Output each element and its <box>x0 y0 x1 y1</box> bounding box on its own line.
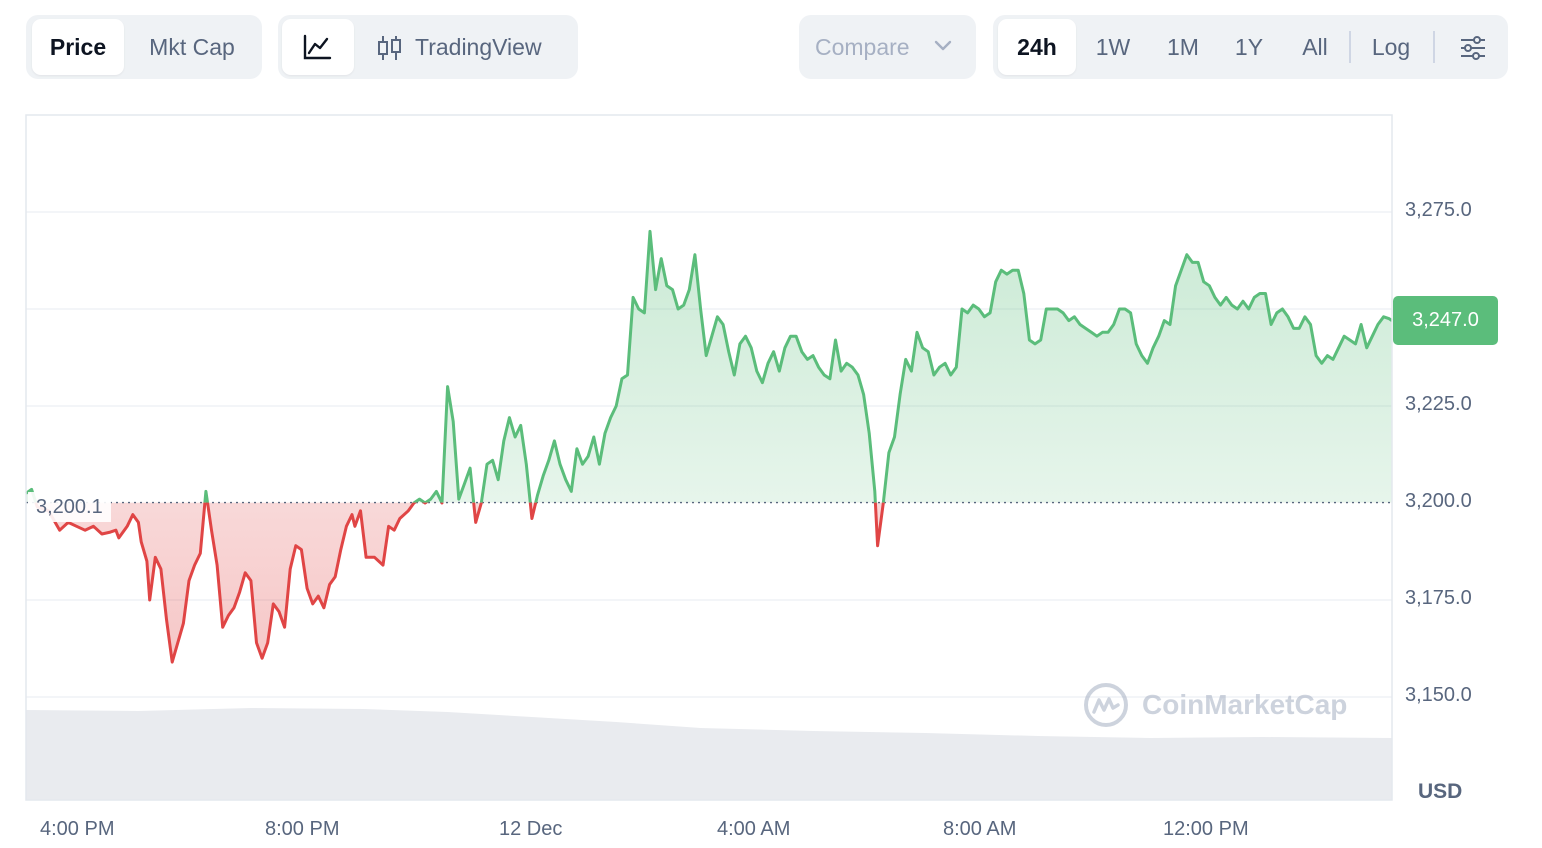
price-line-up <box>25 229 1393 503</box>
y-tick-label: 3,275.0 <box>1405 199 1472 221</box>
y-tick-label: 3,225.0 <box>1405 393 1472 415</box>
range-24h[interactable]: 24h <box>998 19 1076 75</box>
watermark-text: CoinMarketCap <box>1142 689 1348 720</box>
chevron-down-icon <box>934 40 952 52</box>
y-tick-label: 3,175.0 <box>1405 587 1472 609</box>
tradingview-button[interactable]: TradingView <box>364 19 570 75</box>
x-tick-label: 8:00 AM <box>943 818 1017 840</box>
price-line-down <box>34 502 885 664</box>
tradingview-label: TradingView <box>415 34 542 60</box>
chart-type-group: TradingView <box>278 15 578 79</box>
volume-area <box>26 708 1392 800</box>
current-price-label: 3,247.0 <box>1393 296 1498 345</box>
line-chart-icon <box>302 33 332 61</box>
range-all[interactable]: All <box>1302 34 1328 60</box>
tab-price[interactable]: Price <box>32 19 124 75</box>
candlestick-icon <box>376 35 404 61</box>
range-1m[interactable]: 1M <box>1167 34 1199 60</box>
settings-button[interactable] <box>1445 19 1501 75</box>
coinmarketcap-watermark: CoinMarketCap <box>1082 680 1347 730</box>
x-tick-label: 12:00 PM <box>1163 818 1249 840</box>
x-tick-label: 8:00 PM <box>265 818 340 840</box>
range-separator <box>1349 31 1351 63</box>
y-tick-label: 3,200.0 <box>1405 490 1472 512</box>
range-group: 24h 1W 1M 1Y All Log <box>993 15 1508 79</box>
x-tick-label: 4:00 AM <box>717 818 791 840</box>
base-price-label: 3,200.1 <box>28 492 111 522</box>
price-area-up <box>26 231 1392 503</box>
line-chart-button[interactable] <box>282 19 354 75</box>
range-1w[interactable]: 1W <box>1095 34 1131 60</box>
coinmarketcap-logo-icon <box>1082 681 1130 729</box>
log-separator <box>1433 31 1435 63</box>
tab-mkt-cap[interactable]: Mkt Cap <box>149 34 235 60</box>
compare-label: Compare <box>815 34 910 60</box>
metric-tab-group: Price Mkt Cap <box>26 15 262 79</box>
x-tick-label: 12 Dec <box>499 818 563 840</box>
x-tick-label: 4:00 PM <box>40 818 115 840</box>
log-toggle[interactable]: Log <box>1371 34 1411 60</box>
currency-label: USD <box>1418 780 1463 803</box>
sliders-icon <box>1459 36 1487 60</box>
price-area-down <box>26 502 1392 663</box>
plot-frame <box>25 114 1393 801</box>
compare-dropdown[interactable]: Compare <box>799 15 976 79</box>
range-1y[interactable]: 1Y <box>1234 34 1264 60</box>
y-tick-label: 3,150.0 <box>1405 684 1472 706</box>
